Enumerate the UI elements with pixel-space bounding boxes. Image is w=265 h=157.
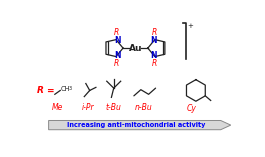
Text: R: R (151, 28, 157, 37)
Text: 3: 3 (69, 87, 72, 91)
Text: N: N (150, 51, 157, 60)
FancyArrow shape (48, 120, 231, 130)
Text: N: N (150, 36, 157, 45)
Text: Me: Me (52, 103, 64, 112)
Text: R: R (151, 59, 157, 68)
Text: Cy: Cy (187, 104, 197, 113)
Text: N: N (114, 36, 121, 45)
Text: R: R (114, 59, 120, 68)
Text: N: N (114, 51, 121, 60)
Text: n-Bu: n-Bu (135, 103, 153, 112)
Text: i-Pr: i-Pr (82, 103, 94, 112)
Text: R =: R = (37, 86, 55, 95)
Text: R: R (114, 28, 120, 37)
Text: Au: Au (129, 44, 142, 53)
Text: t-Bu: t-Bu (106, 103, 122, 112)
Text: CH: CH (61, 86, 70, 92)
Text: Increasing anti-mitochondrial activity: Increasing anti-mitochondrial activity (67, 122, 205, 128)
Text: +: + (187, 23, 193, 30)
